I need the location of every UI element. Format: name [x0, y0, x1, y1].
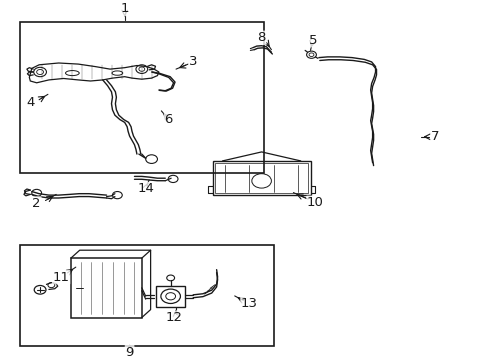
Text: 8: 8	[257, 31, 265, 44]
Text: 7: 7	[430, 130, 439, 143]
Text: 5: 5	[308, 34, 317, 47]
Bar	[20, 245, 273, 346]
Bar	[156, 286, 184, 307]
Text: 6: 6	[164, 113, 173, 126]
Text: 13: 13	[241, 297, 257, 310]
Text: 11: 11	[53, 271, 69, 284]
Text: 9: 9	[125, 346, 134, 359]
Bar	[71, 258, 142, 318]
Text: 4: 4	[26, 96, 35, 109]
Text: 12: 12	[165, 311, 182, 324]
Text: 14: 14	[137, 183, 154, 195]
Bar	[212, 161, 310, 195]
Bar	[215, 163, 307, 193]
Text: 3: 3	[188, 55, 197, 68]
Bar	[20, 22, 264, 173]
Text: 1: 1	[120, 3, 129, 15]
Text: 2: 2	[32, 197, 41, 210]
Text: 10: 10	[306, 196, 323, 209]
